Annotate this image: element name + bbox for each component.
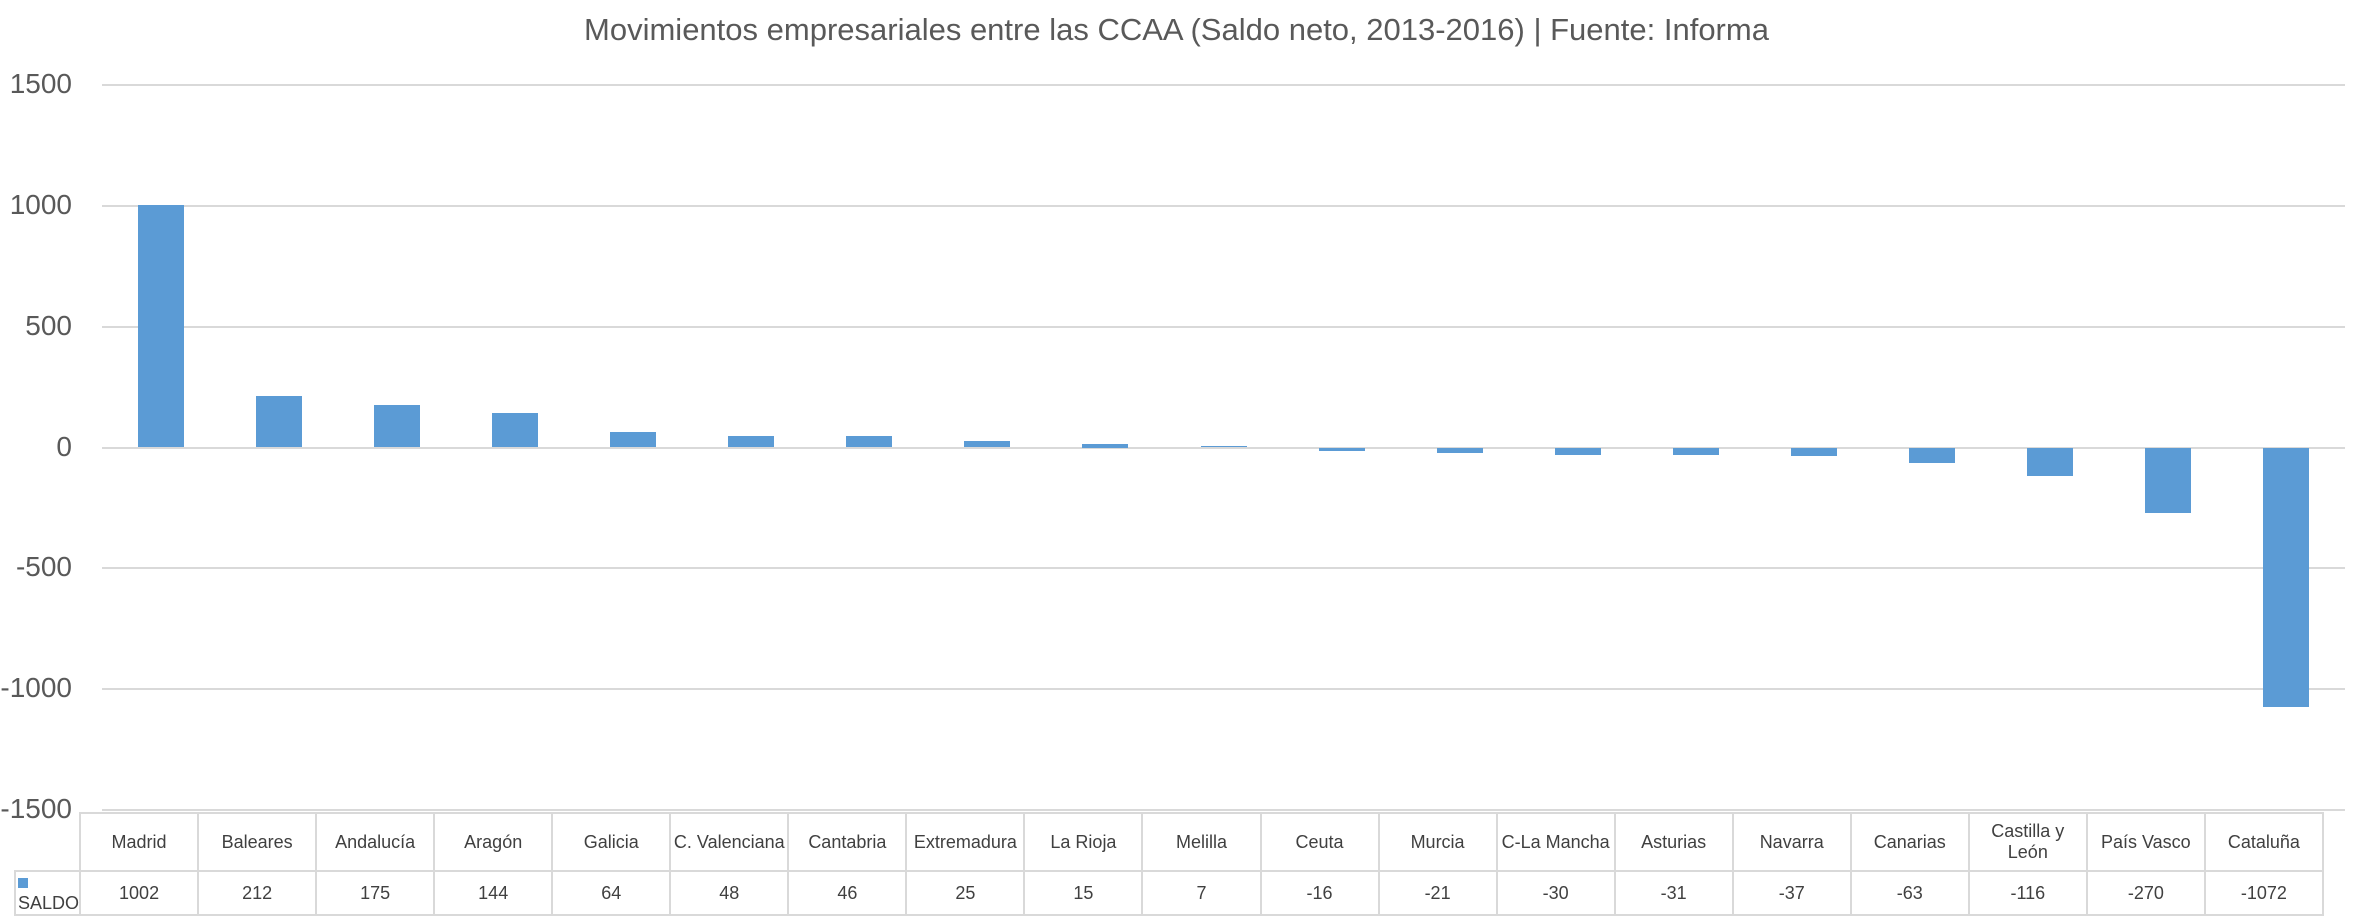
gridline: [102, 567, 2345, 570]
bar-catalu-a: [2262, 447, 2309, 707]
bar-asturias: [1672, 447, 1719, 455]
legend-swatch-icon: [18, 878, 28, 889]
value-cell: 46: [787, 870, 908, 916]
category-label: La Rioja: [1023, 812, 1144, 872]
value-cell: -1072: [2203, 870, 2324, 916]
value-cell: 15: [1023, 870, 1144, 916]
category-label: Murcia: [1377, 812, 1498, 872]
category-label: Canarias: [1849, 812, 1970, 872]
y-tick-label: 1000: [9, 188, 72, 220]
data-table-header-row: Madrid Baleares Andalucía Aragón Galicia C. V…: [15, 812, 2324, 872]
category-label: Madrid: [79, 812, 200, 872]
value-cell: 64: [551, 870, 672, 916]
bar-la-rioja: [1082, 443, 1129, 448]
bar-baleares: [256, 396, 303, 448]
legend-label: SALDO: [18, 893, 80, 913]
y-tick-label: 1500: [9, 68, 72, 99]
category-label: Ceuta: [1259, 812, 1380, 872]
value-cell: 212: [197, 870, 318, 916]
value-cell: -270: [2085, 870, 2206, 916]
bar-ceuta: [1318, 447, 1365, 452]
bar-pa-s-vasco: [2144, 447, 2191, 513]
gridline: [102, 809, 2345, 811]
bar-arag-n: [492, 412, 539, 448]
category-label: C. Valenciana: [669, 812, 790, 872]
category-label: Cataluña: [2203, 812, 2324, 872]
bar-cantabria: [846, 436, 893, 448]
value-cell: 144: [433, 870, 554, 916]
category-label: Andalucía: [315, 812, 436, 872]
bar-c-valenciana: [728, 435, 775, 448]
gridline: [102, 84, 2345, 86]
category-label: Extremadura: [905, 812, 1026, 872]
legend-entry: SALDO: [13, 870, 82, 916]
category-label: País Vasco: [2085, 812, 2206, 872]
y-tick-label: -500: [15, 551, 72, 583]
category-label: Melilla: [1141, 812, 1262, 872]
category-label: Asturias: [1613, 812, 1734, 872]
value-cell: 25: [905, 870, 1026, 916]
value-cell: -63: [1849, 870, 1970, 916]
data-table-values-row: SALDO 1002 212 175 144 64 48 46 25 15 7 -16 -21 -30-…: [13, 870, 2324, 916]
value-cell: -116: [1967, 870, 2088, 916]
value-cell: -30: [1495, 870, 1616, 916]
y-tick-label: -1500: [0, 793, 72, 824]
value-cell: 48: [669, 870, 790, 916]
category-label: Cantabria: [787, 812, 908, 872]
bar-murcia: [1436, 447, 1483, 453]
value-cell: 7: [1141, 870, 1262, 916]
value-cell: -16: [1259, 870, 1380, 916]
chart-title: Movimientos empresariales entre las CCAA…: [584, 12, 1769, 47]
bar-canarias: [1908, 447, 1955, 463]
bar-c-la-mancha: [1554, 447, 1601, 455]
category-label: Galicia: [551, 812, 672, 872]
value-cell: -21: [1377, 870, 1498, 916]
value-cell: 175: [315, 870, 436, 916]
gridline: [102, 446, 2345, 449]
bar-castilla-y-le-n: [2026, 447, 2073, 476]
plot-area: [102, 84, 2345, 811]
gridline: [102, 688, 2345, 691]
value-cell: -31: [1613, 870, 1734, 916]
bar-galicia: [610, 432, 657, 448]
gridline: [102, 325, 2345, 328]
value-cell: -37: [1731, 870, 1852, 916]
bar-melilla: [1200, 445, 1247, 448]
category-label: Navarra: [1731, 812, 1852, 872]
bar-navarra: [1790, 447, 1837, 457]
category-label: C-La Mancha: [1495, 812, 1616, 872]
category-label: Castilla y León: [1967, 812, 2088, 872]
bar-andaluc-a: [374, 405, 421, 448]
bar-madrid: [138, 205, 185, 448]
data-table: Madrid Baleares Andalucía Aragón Galicia C. V…: [13, 812, 2324, 916]
category-label: Aragón: [433, 812, 554, 872]
value-cell: 1002: [79, 870, 200, 916]
gridline: [102, 204, 2345, 207]
data-table-corner: [15, 813, 82, 872]
y-tick-label: 500: [25, 309, 72, 341]
category-label: Baleares: [197, 812, 318, 872]
y-tick-label: -1000: [0, 672, 72, 704]
bar-extremadura: [964, 441, 1011, 448]
y-tick-label: 0: [56, 430, 72, 462]
